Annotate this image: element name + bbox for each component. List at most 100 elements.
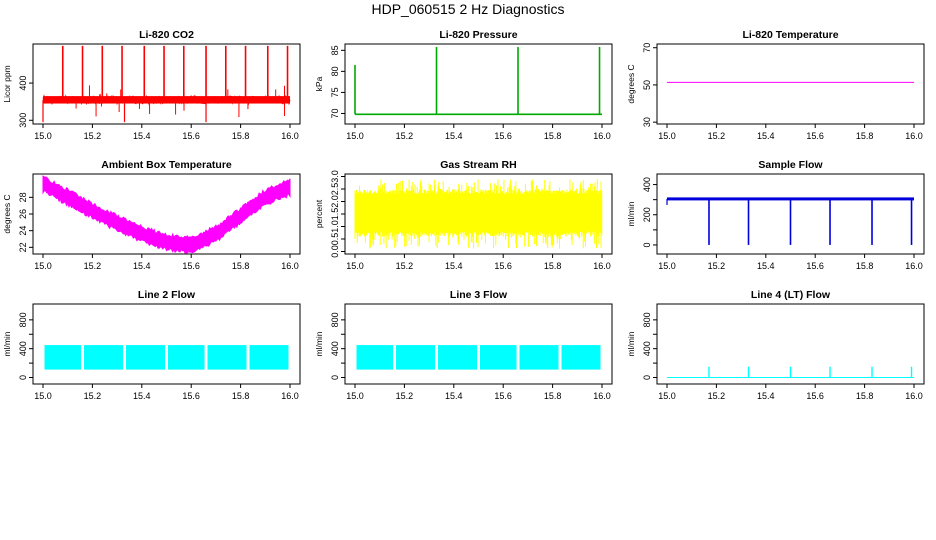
- y-tick-label: 24: [18, 226, 28, 236]
- y-tick-label: 2.0: [330, 195, 340, 208]
- chart-title: Ambient Box Temperature: [101, 159, 232, 171]
- x-tick-label: 15.4: [445, 261, 463, 271]
- series-block: [356, 345, 394, 370]
- series-band: [42, 175, 291, 255]
- y-tick-label: 70: [642, 43, 652, 53]
- series-block: [84, 345, 124, 370]
- x-tick-label: 15.6: [182, 131, 200, 141]
- x-tick-label: 15.6: [806, 131, 824, 141]
- plot-frame: [344, 43, 613, 125]
- chart-line-3-flow: Line 3 Flow ml/min 15.0 15.2 15.4 15.6 15.8 16.…: [314, 289, 613, 401]
- y-tick-label: 70: [330, 108, 340, 118]
- y-axis-label: degrees C: [2, 194, 12, 233]
- chart-panel-li820-temperature: Li-820 Temperature degrees C 15.0 15.2 15.4 1…: [624, 24, 936, 154]
- x-tick-label: 15.2: [396, 261, 414, 271]
- data-series: [42, 175, 291, 255]
- x-tick-label: 15.4: [133, 131, 151, 141]
- x-tick-label: 15.8: [856, 391, 874, 401]
- y-tick-label: 22: [18, 242, 28, 252]
- series-line: [667, 197, 914, 201]
- y-tick-label: 0.5: [330, 233, 340, 246]
- x-tick-label: 15.6: [806, 391, 824, 401]
- y-tick-label: 300: [18, 113, 28, 128]
- x-tick-label: 15.2: [84, 391, 102, 401]
- data-series: [666, 197, 914, 245]
- y-tick-label: 30: [642, 117, 652, 127]
- x-tick-label: 15.2: [708, 261, 726, 271]
- x-tick-label: 15.4: [757, 131, 775, 141]
- chart-title: Line 4 (LT) Flow: [751, 289, 831, 301]
- x-tick-label: 15.6: [494, 261, 512, 271]
- chart-li820-temperature: Li-820 Temperature degrees C 15.0 15.2 15.4 1…: [626, 29, 925, 141]
- chart-sample-flow: Sample Flow ml/min 15.0 15.2 15.4 15.6 15.8 16.…: [626, 159, 925, 271]
- series-block: [396, 345, 436, 370]
- data-series: [354, 46, 602, 116]
- x-tick-label: 15.6: [182, 391, 200, 401]
- x-tick-label: 15.2: [708, 391, 726, 401]
- y-tick-label: 1.5: [330, 208, 340, 221]
- y-tick-label: 50: [642, 80, 652, 90]
- y-tick-label: 200: [642, 207, 652, 222]
- chart-panel-li820-co2: Li-820 CO2 Licor ppm 15.0 15.2 15.4 15.6 15.8 1…: [0, 24, 312, 154]
- x-tick-label: 15.6: [182, 261, 200, 271]
- x-tick-label: 16.0: [593, 131, 611, 141]
- y-tick-label: 26: [18, 209, 28, 219]
- y-tick-label: 400: [18, 341, 28, 356]
- y-tick-label: 0: [642, 375, 652, 380]
- chart-ambient-box-temperature: Ambient Box Temperature degrees C 15.0 15.2…: [2, 159, 301, 271]
- chart-panel-line-3-flow: Line 3 Flow ml/min 15.0 15.2 15.4 15.6 15.8 16.…: [312, 284, 624, 414]
- y-tick-label: 400: [642, 177, 652, 192]
- x-tick-label: 15.8: [856, 131, 874, 141]
- x-tick-label: 15.0: [658, 131, 676, 141]
- y-tick-label: 85: [330, 45, 340, 55]
- x-tick-label: 15.8: [232, 261, 250, 271]
- chart-title: Line 2 Flow: [138, 289, 196, 301]
- y-axis-label: Licor ppm: [2, 65, 12, 102]
- chart-title: Gas Stream RH: [440, 159, 516, 171]
- chart-panel-li820-pressure: Li-820 Pressure kPa 15.0 15.2 15.4 15.6 15.8 16…: [312, 24, 624, 154]
- series-band: [43, 96, 290, 104]
- chart-li820-pressure: Li-820 Pressure kPa 15.0 15.2 15.4 15.6 15.8 16…: [314, 29, 613, 141]
- page-title: HDP_060515 2 Hz Diagnostics: [371, 1, 565, 17]
- data-series: [44, 345, 289, 370]
- chart-panel-line-4-lt-flow: Line 4 (LT) Flow ml/min 15.0 15.2 15.4 15.6 15…: [624, 284, 936, 414]
- chart-gas-stream-rh: Gas Stream RH percent 15.0 15.2 15.4 15.6 15.8…: [314, 159, 613, 271]
- series-block: [126, 345, 165, 370]
- x-tick-label: 16.0: [281, 261, 299, 271]
- x-tick-label: 15.4: [133, 391, 151, 401]
- series-block: [519, 345, 559, 370]
- y-tick-label: 0: [642, 242, 652, 247]
- y-tick-label: 3.0: [330, 170, 340, 183]
- y-axis-label: degrees C: [626, 64, 636, 103]
- data-series: [354, 179, 603, 249]
- x-tick-label: 16.0: [905, 131, 923, 141]
- x-tick-label: 15.0: [346, 131, 364, 141]
- y-tick-label: 800: [18, 312, 28, 327]
- y-tick-label: 80: [330, 66, 340, 76]
- data-series: [42, 45, 291, 123]
- y-tick-label: 400: [330, 341, 340, 356]
- x-tick-label: 15.8: [544, 131, 562, 141]
- chart-title: Li-820 Temperature: [742, 29, 838, 41]
- plot-frame: [656, 173, 925, 255]
- chart-panel-gas-stream-rh: Gas Stream RH percent 15.0 15.2 15.4 15.6 15.8…: [312, 154, 624, 284]
- x-tick-label: 15.4: [757, 261, 775, 271]
- y-tick-label: 800: [642, 312, 652, 327]
- plot-frame: [656, 303, 925, 385]
- x-tick-label: 15.4: [133, 261, 151, 271]
- x-tick-label: 15.0: [34, 261, 52, 271]
- chart-title: Line 3 Flow: [450, 289, 508, 301]
- chart-panel-ambient-box-temperature: Ambient Box Temperature degrees C 15.0 15.2…: [0, 154, 312, 284]
- y-axis-label: percent: [314, 199, 324, 228]
- chart-title: Sample Flow: [758, 159, 823, 171]
- chart-title: Li-820 CO2: [139, 29, 194, 41]
- y-tick-label: 400: [18, 76, 28, 91]
- y-tick-label: 0: [330, 375, 340, 380]
- x-tick-label: 16.0: [905, 391, 923, 401]
- x-tick-label: 15.0: [658, 391, 676, 401]
- y-tick-label: 400: [642, 341, 652, 356]
- chart-li820-co2: Li-820 CO2 Licor ppm 15.0 15.2 15.4 15.6 15.8 1…: [2, 29, 301, 141]
- x-tick-label: 16.0: [905, 261, 923, 271]
- x-tick-label: 15.8: [544, 391, 562, 401]
- series-block: [480, 345, 517, 370]
